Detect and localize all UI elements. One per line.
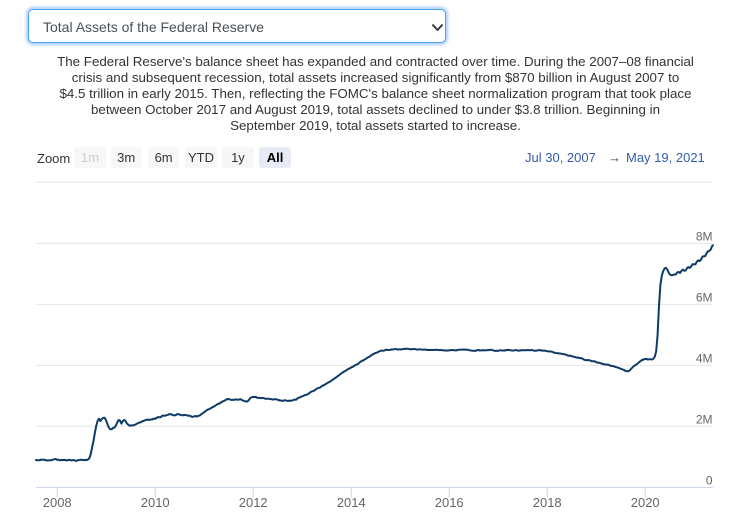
svg-text:2020: 2020	[631, 495, 660, 510]
svg-text:2016: 2016	[435, 495, 464, 510]
svg-text:6M: 6M	[696, 290, 713, 304]
svg-text:2014: 2014	[337, 495, 366, 510]
svg-text:2018: 2018	[533, 495, 562, 510]
svg-text:2008: 2008	[43, 495, 72, 510]
svg-text:0: 0	[706, 473, 713, 487]
svg-text:8M: 8M	[696, 230, 713, 244]
svg-text:2M: 2M	[696, 412, 713, 426]
svg-text:2010: 2010	[141, 495, 170, 510]
svg-text:2012: 2012	[239, 495, 268, 510]
svg-text:4M: 4M	[696, 351, 713, 365]
